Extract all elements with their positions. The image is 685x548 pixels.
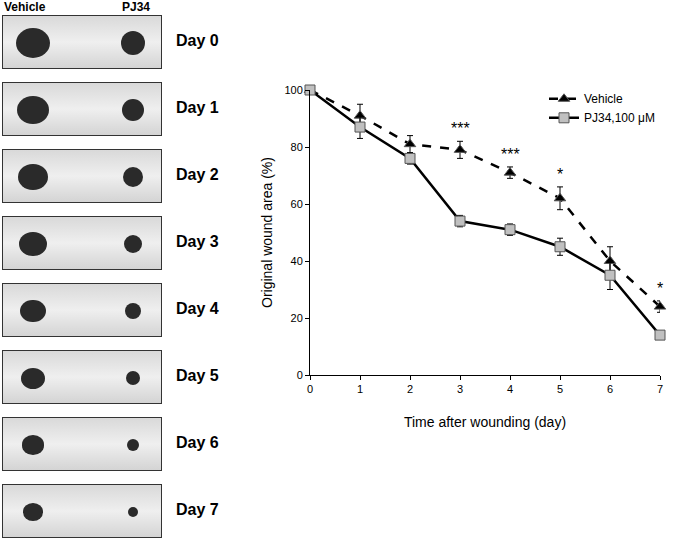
svg-text:PJ34,100 μM: PJ34,100 μM bbox=[584, 111, 655, 125]
html-text:Day 7: Day 7 bbox=[176, 501, 219, 518]
html-text:Day 4: Day 4 bbox=[176, 300, 219, 317]
html-text:Day 6: Day 6 bbox=[176, 434, 219, 451]
svg-text:*: * bbox=[657, 280, 663, 297]
html-text:Day 0: Day 0 bbox=[176, 32, 219, 49]
html-text:Day 5: Day 5 bbox=[176, 367, 219, 384]
svg-text:0: 0 bbox=[297, 369, 303, 381]
svg-text:2: 2 bbox=[407, 383, 413, 395]
svg-text:6: 6 bbox=[607, 383, 613, 395]
html-text:Day 2: Day 2 bbox=[176, 166, 219, 183]
svg-text:3: 3 bbox=[457, 383, 463, 395]
svg-text:*: * bbox=[557, 166, 563, 183]
svg-text:5: 5 bbox=[557, 383, 563, 395]
svg-text:100: 100 bbox=[284, 84, 302, 96]
html-text:Vehicle: Vehicle bbox=[4, 0, 46, 14]
svg-text:80: 80 bbox=[291, 141, 303, 153]
svg-text:4: 4 bbox=[507, 383, 513, 395]
svg-text:1: 1 bbox=[357, 383, 363, 395]
svg-text:***: *** bbox=[451, 120, 470, 137]
svg-text:60: 60 bbox=[291, 198, 303, 210]
svg-text:Original wound area (%): Original wound area (%) bbox=[259, 157, 275, 308]
html-text:Day 1: Day 1 bbox=[176, 99, 219, 116]
html-text:Day 3: Day 3 bbox=[176, 233, 219, 250]
html-text:PJ34: PJ34 bbox=[122, 0, 150, 14]
svg-text:Vehicle: Vehicle bbox=[584, 92, 623, 106]
svg-text:Time after wounding (day): Time after wounding (day) bbox=[404, 414, 566, 430]
svg-text:20: 20 bbox=[291, 312, 303, 324]
svg-text:***: *** bbox=[501, 146, 520, 163]
svg-text:40: 40 bbox=[291, 255, 303, 267]
svg-text:7: 7 bbox=[657, 383, 663, 395]
svg-text:0: 0 bbox=[307, 383, 313, 395]
